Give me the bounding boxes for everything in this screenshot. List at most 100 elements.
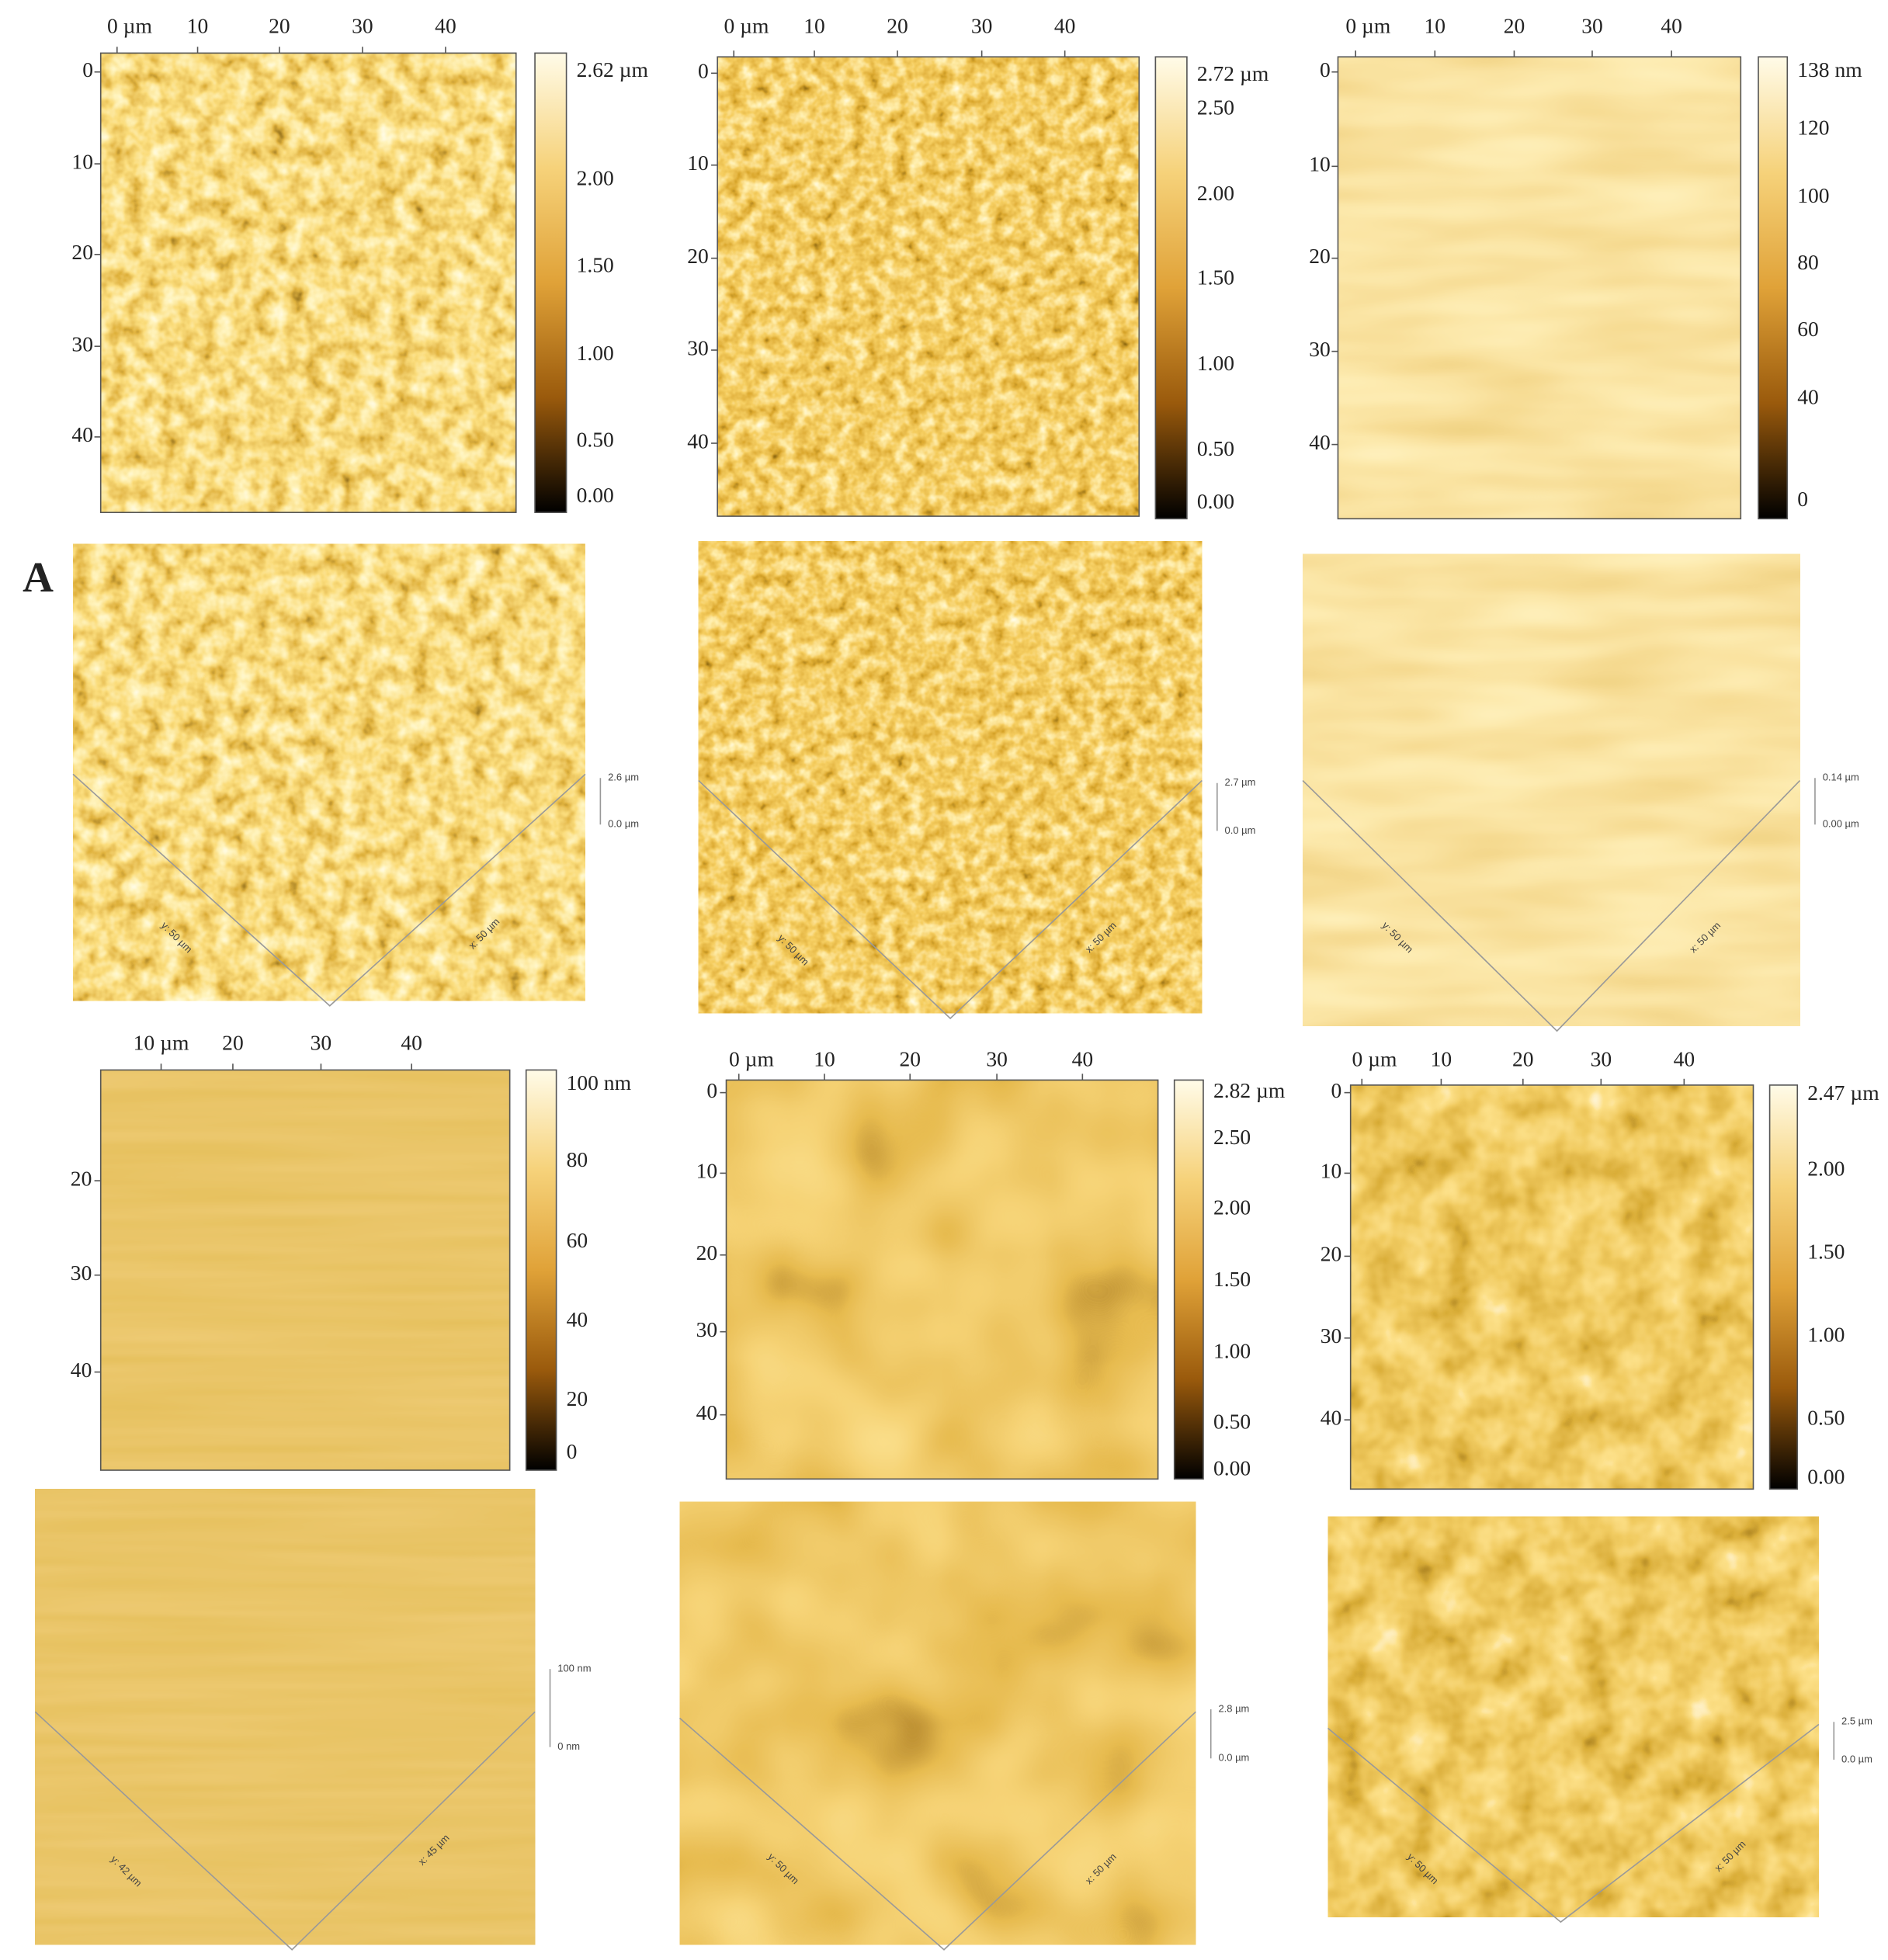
- z-axis-label: 0.0 µm: [1218, 1752, 1249, 1764]
- colorbar-label: 2.50: [1197, 95, 1234, 120]
- x-axis-label: x: 50 µm: [1083, 1851, 1119, 1886]
- y-axis-label: y: 50 µm: [765, 1851, 801, 1886]
- colorbar-label: 2.72 µm: [1197, 61, 1268, 85]
- z-axis-label: 0.14 µm: [1823, 772, 1859, 783]
- y-tick-label: 0: [698, 59, 709, 83]
- x-axis-label: x: 50 µm: [1713, 1838, 1748, 1874]
- x-tick-label: 10 µm: [134, 1030, 189, 1054]
- y-axis-label: y: 50 µm: [159, 919, 195, 955]
- y-tick-label: 40: [71, 1358, 92, 1382]
- colorbar-label: 80: [567, 1147, 588, 1171]
- x-tick-label: 40: [401, 1030, 422, 1054]
- map-frame: [1337, 56, 1742, 520]
- 3d-axes: [1302, 779, 1801, 1032]
- colorbar-label: 100: [1797, 183, 1829, 207]
- x-tick-label: 10: [1425, 13, 1446, 37]
- 3d-axes: [698, 779, 1203, 1020]
- 3d-axes: [1327, 1723, 1820, 1924]
- x-tick-label: 0 µm: [107, 13, 152, 37]
- colorbar-label: 40: [1797, 385, 1819, 409]
- colorbar-label: 2.00: [1197, 181, 1234, 205]
- x-tick-label: 30: [311, 1030, 332, 1054]
- x-axis-label: x: 50 µm: [466, 916, 502, 952]
- colorbar-label: 0.50: [1197, 436, 1234, 460]
- colorbar-label: 0.00: [1213, 1455, 1251, 1480]
- colorbar-label: 120: [1797, 116, 1829, 140]
- x-tick-label: 30: [971, 13, 993, 37]
- colorbar-label: 1.00: [1197, 351, 1234, 375]
- y-axis-label: y: 50 µm: [1380, 919, 1415, 955]
- colorbar: [1768, 1084, 1799, 1490]
- y-axis-label: y: 42 µm: [109, 1853, 144, 1889]
- y-tick-label: 0: [1331, 1078, 1342, 1102]
- x-tick-label: 10: [187, 13, 209, 37]
- y-axis-label: y: 50 µm: [776, 932, 811, 968]
- y-tick-label: 20: [71, 1166, 92, 1190]
- colorbar-label: 0.50: [577, 428, 614, 452]
- colorbar-label: 1.00: [577, 341, 614, 365]
- afm-height-map: [1338, 57, 1741, 519]
- x-tick-label: 20: [1504, 13, 1525, 37]
- x-tick-label: 20: [887, 13, 908, 37]
- colorbar-label: 100 nm: [567, 1070, 631, 1094]
- colorbar-label: 1.50: [1807, 1239, 1845, 1263]
- y-axis-label: y: 50 µm: [1405, 1851, 1441, 1886]
- y-tick-label: 20: [71, 240, 93, 264]
- z-axis-label: 0.0 µm: [1841, 1753, 1872, 1764]
- x-tick-label: 40: [1054, 13, 1076, 37]
- y-tick-label: 20: [1309, 244, 1331, 268]
- afm-3d-surface: [35, 1489, 536, 1945]
- afm-3d-surface: [698, 541, 1203, 1014]
- y-tick-label: 10: [1309, 152, 1331, 176]
- x-tick-label: 30: [1591, 1046, 1612, 1070]
- z-axis-label: 100 nm: [557, 1663, 591, 1674]
- y-tick-label: 40: [696, 1400, 718, 1424]
- colorbar-label: 60: [567, 1228, 588, 1252]
- map-frame: [99, 52, 517, 513]
- x-tick-label: 0 µm: [724, 13, 769, 37]
- x-tick-label: 40: [1661, 13, 1682, 37]
- colorbar-label: 0.00: [577, 483, 614, 507]
- z-axis-label: 2.5 µm: [1841, 1715, 1872, 1727]
- y-tick-label: 30: [687, 335, 709, 359]
- colorbar-label: 1.50: [1213, 1267, 1251, 1291]
- x-tick-label: 10: [803, 13, 825, 37]
- afm-height-map: [1350, 1084, 1754, 1490]
- z-axis-label: 2.7 µm: [1225, 776, 1256, 788]
- x-axis-label: x: 50 µm: [1083, 919, 1119, 955]
- panel-label: B: [720, 572, 748, 619]
- x-tick-label: 20: [269, 13, 290, 37]
- afm-height-map: [726, 1080, 1158, 1480]
- colorbar-label: 0.50: [1213, 1409, 1251, 1433]
- y-tick-label: 0: [1320, 57, 1331, 82]
- panel-label: D: [57, 1518, 88, 1565]
- z-axis-label: 2.8 µm: [1218, 1702, 1249, 1714]
- x-tick-label: 40: [1072, 1046, 1094, 1070]
- x-tick-label: 40: [1674, 1046, 1695, 1070]
- y-tick-label: 10: [1321, 1159, 1342, 1183]
- y-tick-label: 40: [687, 428, 709, 453]
- colorbar-label: 1.50: [577, 252, 614, 276]
- map-frame: [99, 1069, 511, 1471]
- x-tick-label: 10: [814, 1046, 835, 1070]
- x-tick-label: 0 µm: [729, 1046, 774, 1070]
- 3d-axes: [34, 1711, 536, 1951]
- map-frame: [1349, 1084, 1754, 1490]
- colorbar: [1758, 56, 1789, 520]
- colorbar-label: 20: [567, 1386, 588, 1410]
- afm-height-map: [717, 57, 1140, 517]
- afm-3d-surface: [679, 1501, 1196, 1945]
- x-tick-label: 0 µm: [1345, 13, 1390, 37]
- x-axis-label: x: 50 µm: [1687, 919, 1723, 955]
- 3d-axes: [72, 773, 586, 1007]
- panel-label: A: [23, 553, 54, 601]
- x-tick-label: 30: [986, 1046, 1008, 1070]
- x-tick-label: 10: [1431, 1046, 1452, 1070]
- y-tick-label: 10: [696, 1159, 718, 1183]
- colorbar-label: 80: [1797, 250, 1819, 274]
- y-tick-label: 40: [71, 422, 93, 446]
- afm-height-map: [100, 53, 516, 513]
- afm-3d-surface: [1303, 553, 1800, 1026]
- z-axis-label: 0 nm: [557, 1740, 580, 1752]
